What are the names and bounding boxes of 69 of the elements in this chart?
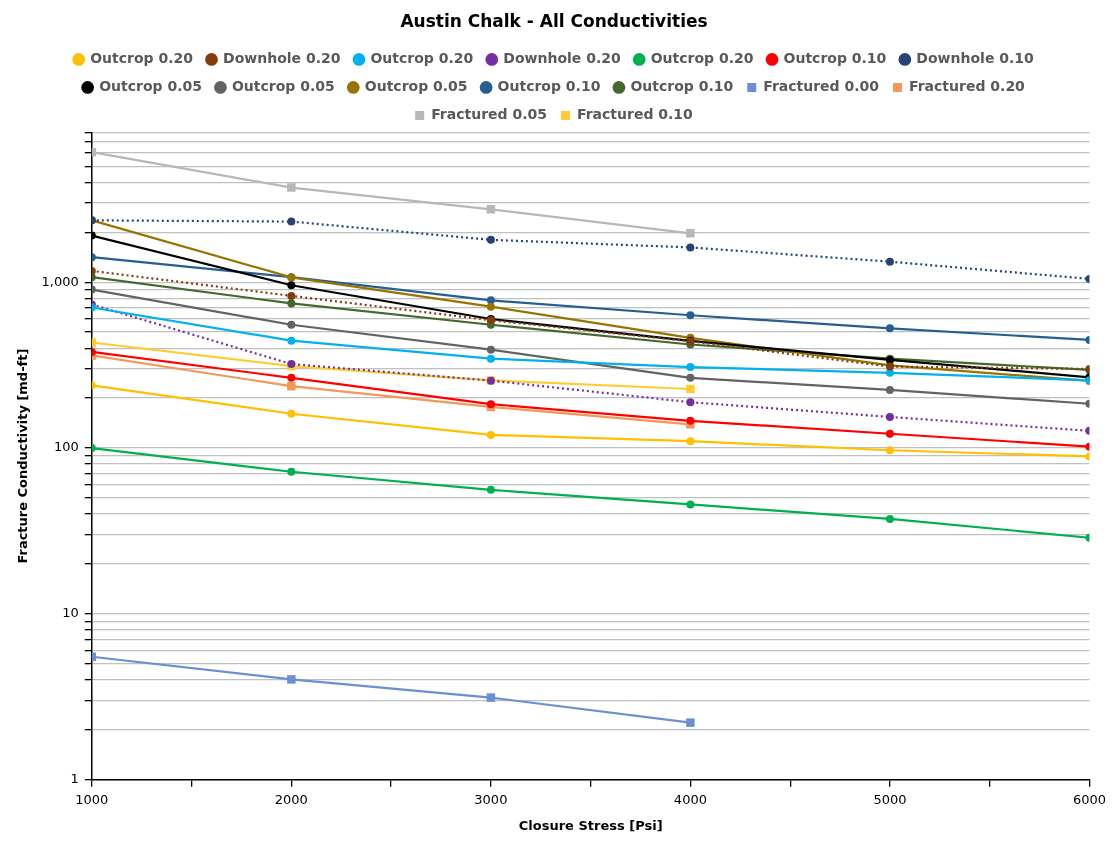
point — [686, 363, 695, 372]
legend-label: Outcrop 0.10 — [630, 78, 734, 95]
point — [686, 311, 695, 320]
point — [287, 183, 296, 192]
point — [885, 324, 894, 333]
legend-label: Outcrop 0.05 — [99, 78, 202, 95]
point — [287, 381, 296, 391]
legend-label: Outcrop 0.10 — [783, 50, 887, 67]
point — [686, 416, 695, 425]
point — [287, 373, 296, 382]
point — [486, 693, 496, 702]
point — [486, 296, 495, 305]
point — [287, 336, 296, 345]
point — [287, 217, 296, 226]
point — [287, 281, 296, 290]
point — [287, 675, 296, 684]
legend-label: Outcrop 0.05 — [231, 78, 335, 95]
point — [885, 385, 894, 394]
point — [287, 467, 296, 476]
point — [486, 205, 496, 214]
point — [486, 354, 495, 363]
point — [686, 500, 695, 509]
point — [686, 243, 695, 252]
legend-label: Downhole 0.20 — [503, 50, 621, 67]
point — [486, 235, 495, 244]
legend-label: Outcrop 0.20 — [90, 50, 194, 67]
y-tick-label: 1 — [70, 771, 79, 787]
chart-title: Austin Chalk - All Conductivities — [400, 10, 708, 31]
point — [287, 409, 296, 418]
point — [287, 291, 296, 300]
point — [885, 446, 894, 455]
point — [885, 514, 894, 523]
x-axis-title: Closure Stress [Psi] — [518, 817, 663, 833]
legend-label: Fractured 0.10 — [577, 106, 694, 123]
point — [486, 485, 495, 494]
legend-label: Downhole 0.10 — [916, 50, 1035, 67]
legend-label: Outcrop 0.20 — [650, 50, 754, 67]
y-axis-title: Fracture Conductivity [md-ft] — [15, 348, 31, 564]
point — [885, 368, 894, 377]
legend-label: Outcrop 0.20 — [370, 50, 474, 67]
point — [686, 437, 695, 446]
y-tick-label: 10 — [62, 605, 79, 621]
point — [686, 384, 695, 394]
legend-label: Fractured 0.20 — [909, 78, 1026, 95]
legend-label: Fractured 0.00 — [763, 78, 880, 95]
x-tick-label: 1000 — [75, 791, 109, 807]
x-tick-label: 4000 — [673, 791, 707, 807]
point — [287, 320, 296, 329]
x-tick-label: 5000 — [873, 791, 907, 807]
legend-label: Outcrop 0.05 — [364, 78, 468, 95]
point — [486, 430, 495, 439]
point — [287, 299, 296, 308]
point — [486, 345, 495, 354]
y-tick-label: 1,000 — [41, 273, 79, 289]
legend-label: Outcrop 0.10 — [497, 78, 601, 95]
point — [885, 429, 894, 438]
point — [486, 302, 495, 311]
point — [686, 229, 695, 238]
y-tick-label: 100 — [53, 439, 79, 455]
x-tick-label: 6000 — [1072, 791, 1106, 807]
x-tick-label: 2000 — [274, 791, 308, 807]
legend-label: Downhole 0.20 — [223, 50, 341, 67]
point — [885, 257, 894, 266]
point — [686, 718, 695, 727]
legend-label: Fractured 0.05 — [431, 106, 548, 123]
point — [885, 412, 894, 421]
point — [686, 398, 695, 407]
x-tick-label: 3000 — [474, 791, 508, 807]
point — [686, 373, 695, 382]
